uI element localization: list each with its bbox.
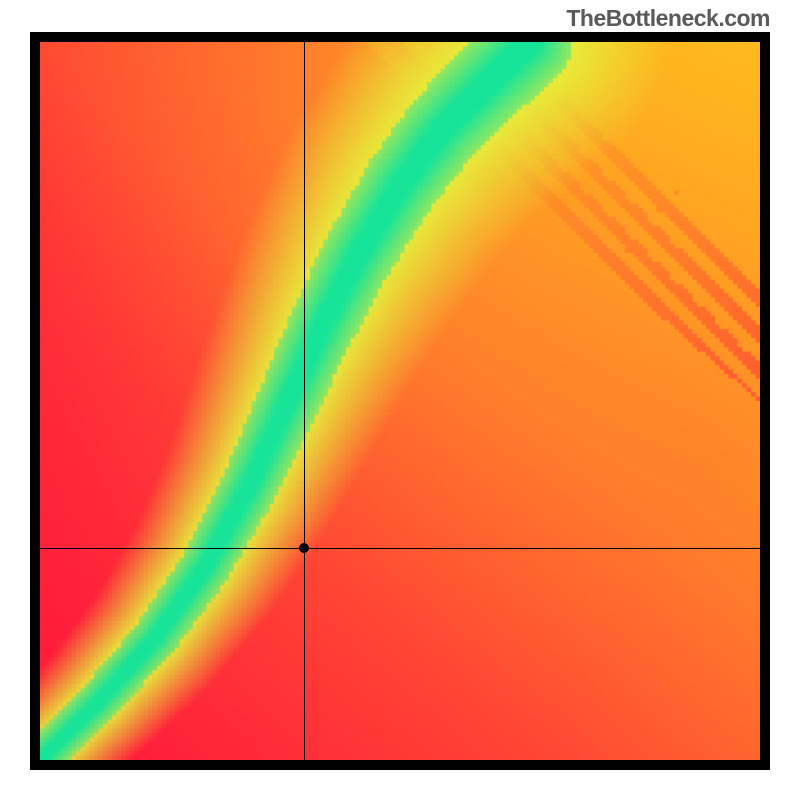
crosshair-marker [299, 543, 309, 553]
crosshair-vertical [304, 42, 305, 760]
crosshair-horizontal [40, 548, 760, 549]
heatmap-canvas [40, 42, 760, 760]
watermark-text: TheBottleneck.com [566, 5, 770, 32]
plot-frame [30, 32, 770, 770]
plot-area [40, 42, 760, 760]
